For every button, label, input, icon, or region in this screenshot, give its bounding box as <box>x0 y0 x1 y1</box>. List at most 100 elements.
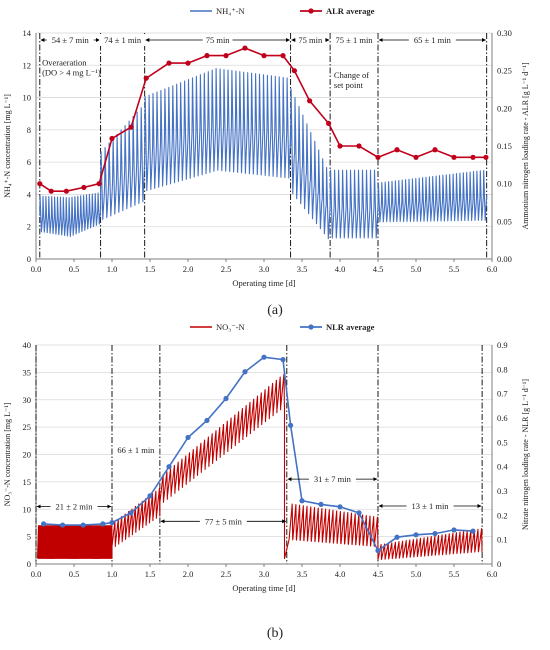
nlr-average-point <box>128 510 134 516</box>
x-tick-label: 6.0 <box>487 264 498 274</box>
annotation-text: (DO > 4 mg L⁻¹) <box>42 67 101 77</box>
y-left-tick-label: 6 <box>27 157 31 167</box>
phase-duration-label: 75 ± 1 min <box>336 35 374 45</box>
nlr-average-point <box>204 417 210 424</box>
nlr-average-point <box>41 521 47 527</box>
annotation-text: Overaeration <box>42 57 87 67</box>
alr-average-point <box>81 184 87 191</box>
x-tick-label: 6.0 <box>487 569 498 579</box>
y-left-tick-label: 10 <box>23 93 32 103</box>
alr-average-point <box>291 68 297 74</box>
phase-duration-label: 31 ± 7 min <box>314 474 352 484</box>
y-right-tick-label: 0.7 <box>497 389 508 399</box>
y-axis-left-title: NH₄⁺-N concentration [mg L⁻¹] <box>3 94 12 198</box>
y-left-tick-label: 5 <box>27 532 31 542</box>
phase-duration-label: 75 min <box>298 35 323 45</box>
x-tick-label: 0.5 <box>69 264 80 274</box>
nlr-average-point <box>223 395 229 402</box>
phase-label-bg <box>50 500 98 513</box>
phase-label-bg <box>199 515 247 528</box>
x-tick-label: 3.0 <box>259 264 270 274</box>
alr-average-point <box>242 45 248 51</box>
y-left-tick-label: 2 <box>27 222 31 232</box>
nlr-average-point <box>413 532 419 538</box>
alr-average-point <box>96 181 102 187</box>
y-left-tick-label: 12 <box>23 60 32 70</box>
y-right-tick-label: 0.00 <box>497 254 512 264</box>
panel-b-label: (b) <box>267 626 284 641</box>
y-axis-left-title: NO₃⁻-N concentration [mg L⁻¹] <box>3 402 12 506</box>
x-tick-label: 5.0 <box>411 569 422 579</box>
y-right-tick-label: 0 <box>497 559 501 569</box>
nlr-average-point <box>394 534 400 540</box>
nlr-average-point <box>280 357 286 363</box>
x-tick-label: 5.0 <box>411 264 422 274</box>
nlr-average-point <box>147 493 153 499</box>
alr-average-point <box>185 60 191 66</box>
nlr-average-point <box>80 522 86 528</box>
phase-duration-label: 13 ± 1 min <box>412 501 450 511</box>
alr-average-point <box>128 124 134 130</box>
x-tick-label: 4.0 <box>335 264 346 274</box>
y-right-tick-label: 0.1 <box>497 535 508 545</box>
x-tick-label: 1.0 <box>107 569 118 579</box>
legend-label: ALR average <box>326 6 375 16</box>
y-right-tick-label: 0.4 <box>497 462 508 472</box>
x-tick-label: 2.5 <box>221 264 232 274</box>
nlr-average-point <box>470 528 476 534</box>
alr-average-point <box>432 147 438 153</box>
y-left-tick-label: 0 <box>27 254 31 264</box>
y-right-tick-label: 0.9 <box>497 340 508 350</box>
phase-duration-label: 54 ± 7 min <box>52 35 90 45</box>
annotation-text: Change of <box>334 70 369 80</box>
legend-label: NO₃⁻-N <box>216 322 245 332</box>
y-right-tick-label: 0.5 <box>497 437 508 447</box>
phase-label-bg <box>308 473 356 486</box>
alr-average-point <box>223 53 229 59</box>
y-right-tick-label: 0.8 <box>497 364 508 374</box>
x-tick-label: 2.5 <box>221 569 232 579</box>
nlr-average-point <box>100 521 106 527</box>
phase-label-bg <box>112 444 160 457</box>
x-tick-label: 3.5 <box>297 569 308 579</box>
phase-label-bg <box>202 34 233 46</box>
legend-label: NH₄⁺-N <box>216 6 245 16</box>
phase-label-bg <box>46 34 94 46</box>
x-tick-label: 2.0 <box>183 569 194 579</box>
y-right-tick-label: 0.15 <box>497 141 512 151</box>
y-right-tick-label: 0.2 <box>497 510 508 520</box>
x-tick-label: 4.5 <box>373 569 384 579</box>
phase-label-bg <box>406 499 454 512</box>
phase-label-bg <box>295 34 326 46</box>
x-tick-label: 3.0 <box>259 569 270 579</box>
alr-average-point <box>483 154 489 160</box>
alr-average-point <box>394 147 400 153</box>
x-tick-label: 4.0 <box>335 569 346 579</box>
x-tick-label: 1.5 <box>145 569 156 579</box>
x-tick-label: 2.0 <box>183 264 194 274</box>
legend-marker <box>308 324 314 330</box>
phase-duration-label: 66 ± 1 min <box>117 445 155 455</box>
phase-duration-label: 77 ± 5 min <box>205 516 243 526</box>
nlr-average-point <box>375 548 381 554</box>
nlr-average-point <box>109 520 115 526</box>
x-tick-label: 1.5 <box>145 264 156 274</box>
panel-a-chart: 0.0 0.5 1.0 1.5 2.0 2.5 3.0 3.5 4.0 4.5 5.0 5.5 6.00… <box>3 6 530 288</box>
y-right-tick-label: 0.3 <box>497 486 508 496</box>
y-left-tick-label: 35 <box>23 367 32 377</box>
nlr-average-point <box>242 369 248 375</box>
y-left-tick-label: 20 <box>23 450 32 460</box>
panel-a-label: (a) <box>267 303 283 318</box>
legend-label: NLR average <box>326 322 375 332</box>
x-tick-label: 1.0 <box>107 264 118 274</box>
nlr-average-point <box>60 522 66 528</box>
panel-b-chart: 0.0 0.5 1.0 1.5 2.0 2.5 3.0 3.5 4.0 4.5 5.0 5.5 6.00… <box>3 322 530 593</box>
x-tick-label: 4.5 <box>373 264 384 274</box>
y-right-tick-label: 0.20 <box>497 103 512 113</box>
alr-average-point <box>166 60 172 66</box>
y-left-tick-label: 14 <box>23 28 32 38</box>
y-left-tick-label: 30 <box>23 395 32 405</box>
alr-average-point <box>413 154 419 160</box>
x-tick-label: 0.0 <box>31 264 42 274</box>
nlr-average-point <box>288 422 294 428</box>
